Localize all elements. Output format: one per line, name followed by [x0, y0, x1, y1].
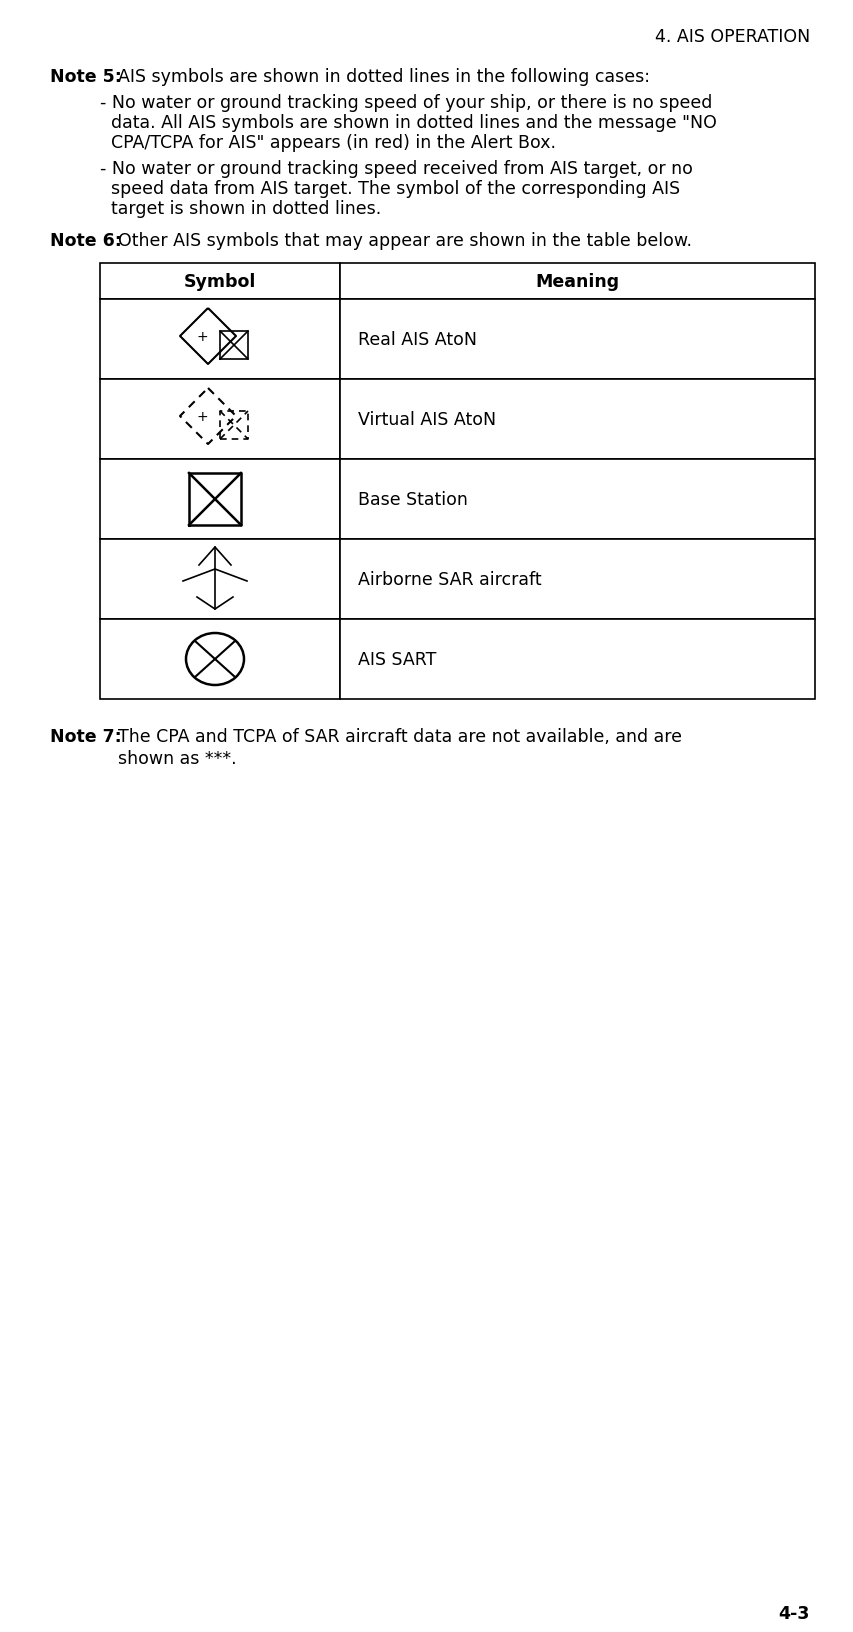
- Bar: [100, 380, 339, 460]
- Bar: [100, 620, 339, 700]
- Bar: [339, 300, 814, 380]
- Bar: [100, 540, 339, 620]
- Text: shown as ***.: shown as ***.: [118, 749, 236, 767]
- Bar: [339, 264, 814, 300]
- Bar: [339, 380, 814, 460]
- Text: 4-3: 4-3: [778, 1604, 809, 1622]
- Text: Meaning: Meaning: [535, 273, 618, 290]
- Text: Virtual AIS AtoN: Virtual AIS AtoN: [357, 411, 496, 429]
- Text: +: +: [196, 410, 207, 424]
- Text: - No water or ground tracking speed received from AIS target, or no: - No water or ground tracking speed rece…: [100, 160, 692, 178]
- Bar: [339, 460, 814, 540]
- Text: Symbol: Symbol: [183, 273, 256, 290]
- Bar: [100, 460, 339, 540]
- Text: Note 7:: Note 7:: [50, 728, 122, 746]
- Text: +: +: [196, 330, 207, 344]
- Text: speed data from AIS target. The symbol of the corresponding AIS: speed data from AIS target. The symbol o…: [100, 180, 679, 197]
- Text: Note 5:: Note 5:: [50, 69, 122, 86]
- Bar: [100, 264, 339, 300]
- Text: AIS symbols are shown in dotted lines in the following cases:: AIS symbols are shown in dotted lines in…: [118, 69, 649, 86]
- Bar: [339, 620, 814, 700]
- Bar: [339, 540, 814, 620]
- Text: AIS SART: AIS SART: [357, 651, 436, 669]
- Text: - No water or ground tracking speed of your ship, or there is no speed: - No water or ground tracking speed of y…: [100, 95, 711, 113]
- Text: Note 6:: Note 6:: [50, 232, 122, 250]
- Text: target is shown in dotted lines.: target is shown in dotted lines.: [100, 199, 380, 217]
- Text: CPA/TCPA for AIS" appears (in red) in the Alert Box.: CPA/TCPA for AIS" appears (in red) in th…: [100, 134, 555, 152]
- Text: data. All AIS symbols are shown in dotted lines and the message "NO: data. All AIS symbols are shown in dotte…: [100, 114, 716, 132]
- Bar: [100, 300, 339, 380]
- Text: Other AIS symbols that may appear are shown in the table below.: Other AIS symbols that may appear are sh…: [118, 232, 691, 250]
- Text: Real AIS AtoN: Real AIS AtoN: [357, 331, 477, 349]
- Text: The CPA and TCPA of SAR aircraft data are not available, and are: The CPA and TCPA of SAR aircraft data ar…: [118, 728, 682, 746]
- Text: 4. AIS OPERATION: 4. AIS OPERATION: [654, 28, 809, 46]
- Text: Airborne SAR aircraft: Airborne SAR aircraft: [357, 571, 541, 589]
- Text: Base Station: Base Station: [357, 491, 467, 509]
